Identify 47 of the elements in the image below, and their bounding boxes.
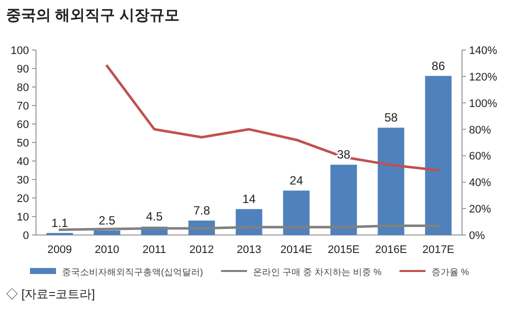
x-tick-label: 2011: [142, 244, 166, 256]
data-label: 58: [384, 110, 398, 125]
data-label: 2.5: [98, 213, 116, 228]
bar: [378, 128, 404, 235]
y-tick-label: 30: [16, 174, 29, 186]
x-tick-label: 2012: [189, 244, 214, 256]
x-tick-label: 2013: [236, 244, 262, 256]
y-tick-label: 90: [16, 64, 29, 76]
bar: [283, 190, 310, 235]
y-tick-label: 0: [22, 230, 29, 242]
data-label: 14: [242, 192, 256, 206]
data-label: 86: [432, 58, 446, 73]
y2-tick-label: 80%: [469, 124, 492, 136]
y2-tick-label: 40%: [469, 177, 492, 190]
y2-tick-label: 0%: [469, 230, 486, 242]
bar: [236, 209, 262, 235]
y-tick-label: 80: [16, 82, 29, 94]
y-tick-label: 40: [16, 156, 29, 168]
y2-tick-label: 100%: [469, 98, 498, 110]
y-tick-label: 50: [16, 138, 29, 150]
y-tick-label: 100: [10, 45, 29, 57]
bar: [94, 230, 120, 235]
data-label: 24: [290, 174, 304, 188]
data-label: 7.8: [193, 204, 210, 218]
x-tick-label: 2010: [94, 244, 120, 256]
y-tick-label: 10: [16, 212, 29, 224]
bar: [330, 164, 357, 235]
y-tick-label: 60: [16, 119, 29, 131]
x-tick-label: 2015E: [328, 244, 360, 256]
legend-label: 온라인 구매 중 차지하는 비중 %: [253, 267, 382, 277]
chart-title: 중국의 해외직구 시장규모: [6, 7, 180, 24]
y2-tick-label: 20%: [469, 204, 492, 216]
y2-tick-label: 120%: [469, 71, 498, 84]
y2-tick-label: 140%: [469, 45, 498, 57]
y-tick-label: 70: [16, 100, 29, 112]
x-tick-label: 2009: [47, 244, 72, 256]
x-tick-label: 2016E: [375, 244, 407, 256]
y2-tick-label: 60%: [469, 150, 492, 163]
text: ◇ [자료=코트라]: [6, 287, 96, 301]
legend-label: 증가율 %: [432, 267, 470, 277]
x-tick-label: 2017E: [422, 244, 454, 256]
bar: [425, 76, 452, 235]
y-tick-label: 20: [16, 193, 29, 205]
data-label: 1.1: [51, 216, 68, 230]
data-label: 4.5: [146, 210, 163, 224]
legend-label: 중국소비자해외직구총액(십억달러): [62, 267, 203, 277]
x-tick-label: 2014E: [280, 244, 312, 256]
